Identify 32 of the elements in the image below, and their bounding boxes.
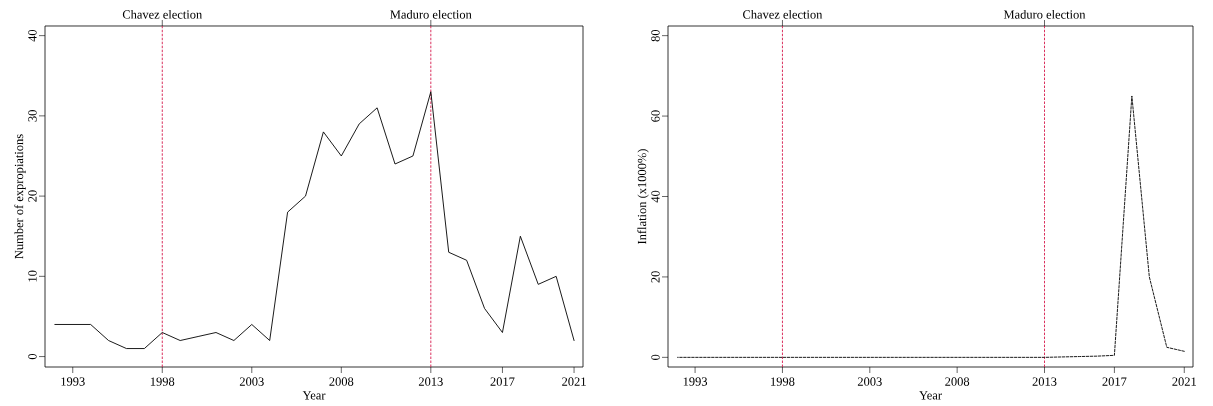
y-tick-label: 10 bbox=[28, 270, 37, 282]
x-tick-label: 2008 bbox=[945, 377, 970, 386]
x-tick-label: 2008 bbox=[329, 377, 354, 386]
ref-line-label: Maduro election bbox=[390, 9, 472, 19]
x-axis-title: Year bbox=[919, 391, 942, 400]
y-tick-label: 0 bbox=[651, 354, 660, 360]
y-axis-title: Inflation (x1000%) bbox=[637, 149, 649, 244]
x-tick-label: 1998 bbox=[150, 377, 175, 386]
y-tick-label: 40 bbox=[28, 29, 37, 42]
x-tick-label: 2021 bbox=[562, 377, 586, 386]
x-tick-label: 2017 bbox=[1102, 377, 1127, 386]
x-tick-label: 2013 bbox=[418, 377, 443, 386]
x-tick-label: 2003 bbox=[239, 377, 264, 386]
y-tick-label: 60 bbox=[651, 110, 660, 122]
x-axis-title: Year bbox=[302, 391, 326, 400]
ref-line-label: Maduro election bbox=[1003, 9, 1086, 19]
ref-line-label: Chavez election bbox=[122, 9, 203, 19]
y-tick-label: 20 bbox=[651, 271, 660, 283]
x-tick-label: 1993 bbox=[61, 377, 85, 386]
y-tick-label: 80 bbox=[651, 29, 660, 42]
x-tick-label: 2017 bbox=[490, 377, 515, 386]
x-tick-label: 2013 bbox=[1032, 377, 1057, 386]
ref-line-label: Chavez election bbox=[743, 9, 823, 19]
x-tick-label: 1993 bbox=[683, 377, 708, 386]
x-tick-label: 2003 bbox=[857, 377, 882, 386]
y-axis-title: Number of expropiations bbox=[14, 134, 26, 259]
x-tick-label: 2021 bbox=[1172, 377, 1196, 386]
y-tick-label: 40 bbox=[651, 190, 660, 203]
y-tick-label: 30 bbox=[28, 110, 37, 122]
x-tick-label: 1998 bbox=[771, 377, 795, 386]
y-tick-label: 20 bbox=[28, 190, 37, 202]
y-tick-label: 0 bbox=[28, 353, 37, 360]
